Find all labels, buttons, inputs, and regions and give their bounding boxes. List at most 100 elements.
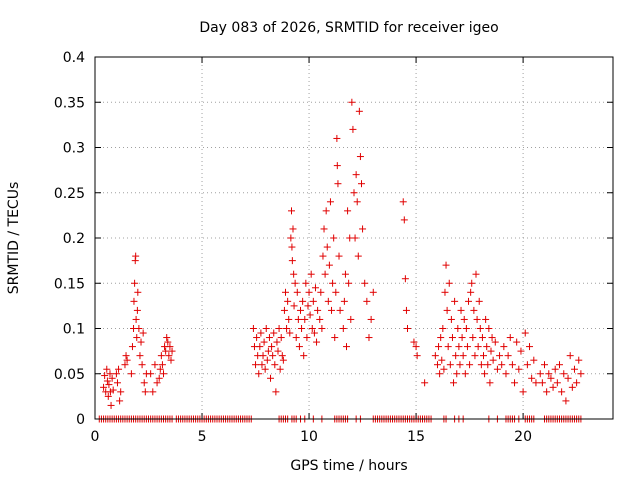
data-point (260, 338, 268, 346)
data-point (451, 297, 459, 305)
chart-title: Day 083 of 2026, SRMTID for receiver ige… (199, 20, 498, 36)
data-point (155, 374, 163, 382)
data-point (538, 379, 546, 387)
data-point (141, 388, 149, 396)
data-point (469, 334, 477, 342)
data-point (282, 288, 290, 296)
data-point (162, 347, 170, 355)
data-point (444, 343, 452, 351)
data-point (108, 374, 116, 382)
data-point (139, 329, 147, 337)
data-point (314, 306, 322, 314)
data-point (290, 270, 298, 278)
data-point (470, 306, 478, 314)
data-point (517, 347, 525, 355)
data-point (458, 334, 466, 342)
data-point (477, 361, 485, 369)
data-point (103, 365, 111, 373)
data-point (133, 334, 141, 342)
data-point (134, 288, 142, 296)
data-point (105, 381, 113, 389)
data-point (167, 356, 175, 364)
data-point (433, 361, 441, 369)
data-point (335, 252, 343, 260)
data-point (294, 315, 302, 323)
data-point (566, 352, 574, 360)
x-tick-label: 10 (300, 429, 318, 445)
data-point (448, 334, 456, 342)
data-point (441, 288, 449, 296)
data-point (288, 257, 296, 265)
data-point (288, 243, 296, 251)
data-point (299, 297, 307, 305)
data-point (313, 338, 321, 346)
data-point (481, 370, 489, 378)
data-point (127, 370, 135, 378)
data-point (443, 306, 451, 314)
data-point (462, 325, 470, 332)
data-point (264, 347, 272, 355)
data-point (303, 334, 311, 342)
data-point (133, 306, 141, 314)
data-point (440, 365, 448, 373)
data-point (168, 347, 176, 355)
data-point (352, 171, 360, 179)
y-axis-label: SRMTID / TECUs (6, 182, 22, 295)
data-point (400, 216, 408, 224)
data-point (515, 365, 523, 373)
data-point (353, 198, 361, 206)
data-point (330, 234, 338, 242)
data-point (132, 315, 140, 323)
data-point (453, 370, 461, 378)
data-point (439, 325, 447, 332)
data-point (404, 325, 412, 332)
data-point (452, 352, 460, 360)
data-point (308, 325, 316, 332)
data-point (472, 270, 480, 278)
data-point (278, 352, 286, 360)
data-point (263, 356, 271, 364)
y-tick-label: 0.05 (54, 367, 85, 383)
data-point (367, 315, 375, 323)
grid (95, 57, 613, 419)
data-point (277, 334, 285, 342)
data-point (473, 315, 481, 323)
data-point (549, 383, 557, 391)
data-point (450, 379, 458, 387)
data-point (457, 306, 465, 314)
data-point (311, 284, 319, 292)
data-point (502, 370, 510, 378)
data-point (304, 302, 312, 310)
data-point (485, 325, 493, 332)
data-point (149, 388, 157, 396)
y-tick-label: 0 (76, 412, 85, 428)
x-axis-label: GPS time / hours (290, 458, 407, 474)
data-point (334, 180, 342, 188)
data-point (553, 379, 561, 387)
data-point (284, 297, 292, 305)
x-tick-label: 5 (198, 429, 207, 445)
data-point (296, 306, 304, 314)
data-point (270, 329, 278, 337)
data-point (332, 288, 340, 296)
data-point (275, 325, 283, 332)
data-point (573, 379, 581, 387)
data-point (564, 374, 572, 382)
x-tick-label: 0 (91, 429, 100, 445)
data-point (488, 334, 496, 342)
data-point (466, 361, 474, 369)
data-point (365, 334, 373, 342)
data-point (100, 383, 108, 391)
data-point (128, 343, 136, 351)
data-point (446, 361, 454, 369)
data-point (323, 243, 331, 251)
data-point (506, 334, 514, 342)
data-point (310, 329, 318, 337)
data-point (463, 343, 471, 351)
data-point (562, 397, 570, 405)
data-point (252, 361, 260, 369)
data-point (344, 207, 352, 215)
data-point (478, 334, 486, 342)
